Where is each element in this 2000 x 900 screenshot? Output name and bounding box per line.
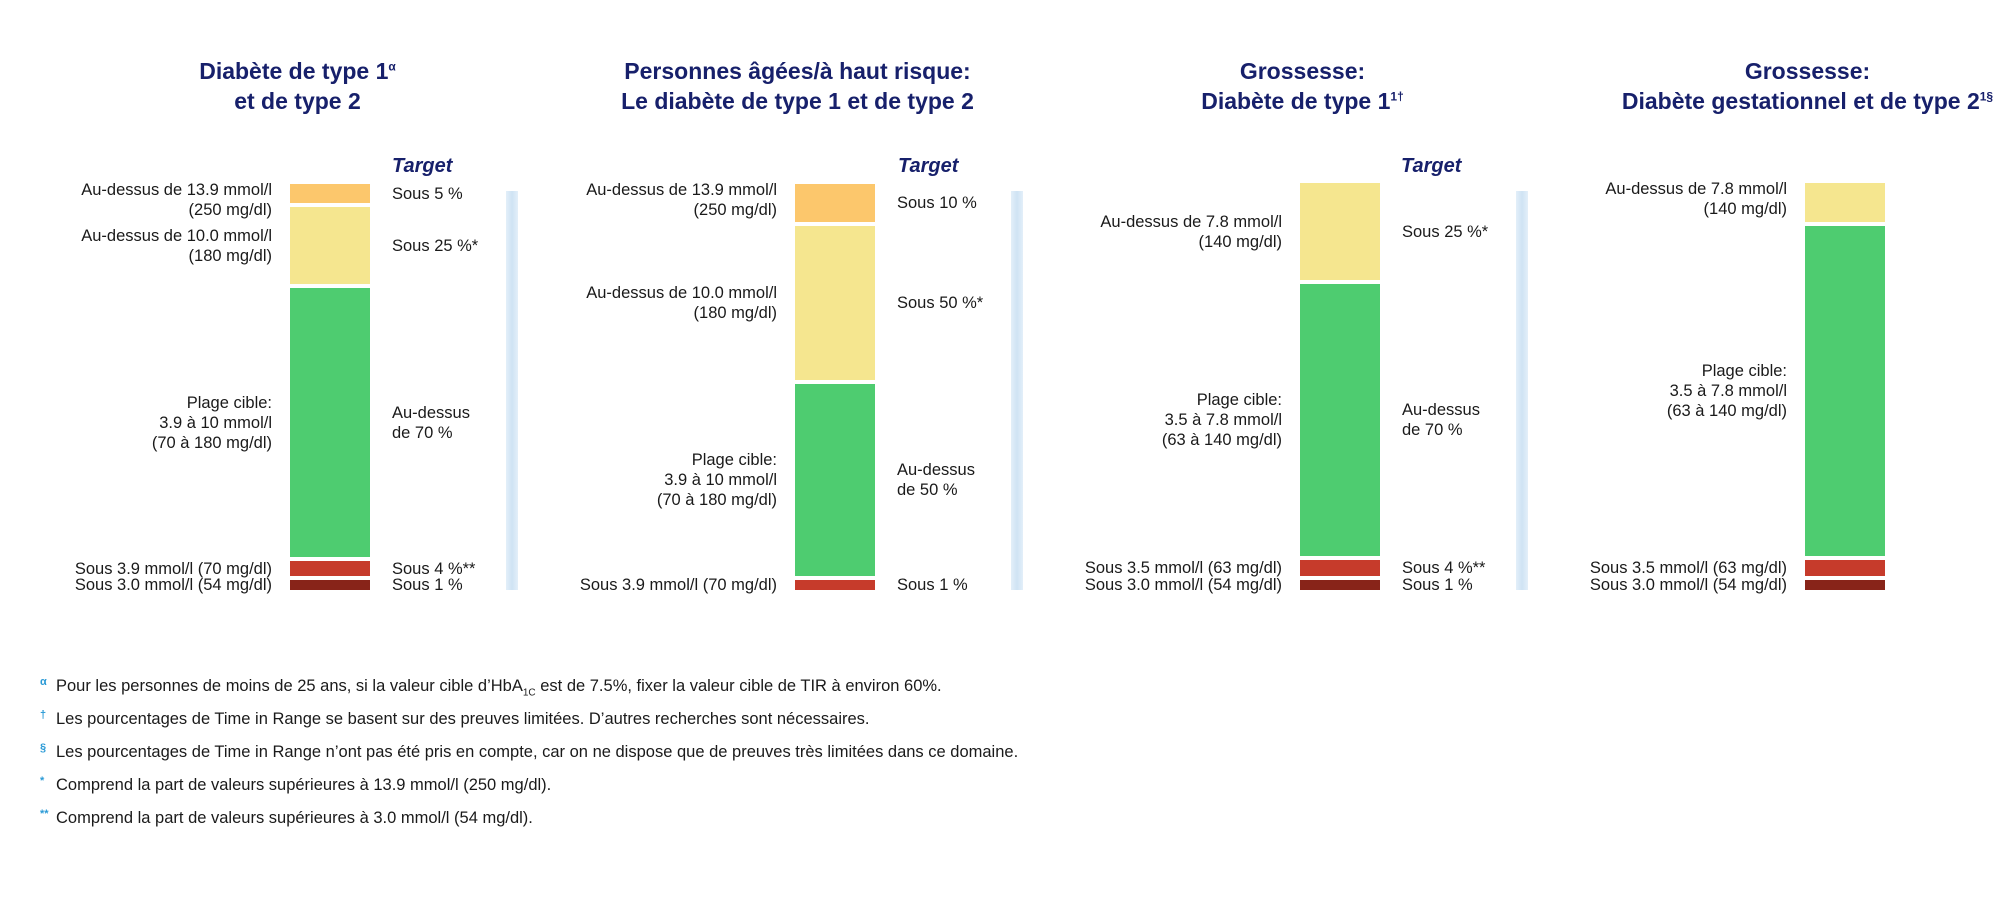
bar-segment-low bbox=[795, 580, 875, 590]
panel-divider bbox=[1516, 191, 1528, 590]
footnote-mark: * bbox=[40, 775, 45, 787]
bar-segment-target bbox=[290, 288, 370, 557]
range-label: Plage cible: 3.5 à 7.8 mmol/l (63 à 140 … bbox=[1666, 362, 1787, 420]
target-value: Au-dessus de 50 % bbox=[897, 461, 975, 499]
panel-elderly-high-risk: Personnes âgées/à haut risque: Le diabèt… bbox=[505, 0, 1010, 620]
footnote-text-post: est de 7.5%, fixer la valeur cible de TI… bbox=[535, 677, 942, 695]
range-label: Au-dessus de 13.9 mmol/l (250 mg/dl) bbox=[586, 181, 777, 219]
bar-segment-low bbox=[1300, 560, 1380, 576]
footnote-mark: ** bbox=[40, 808, 49, 820]
panel-title: Grossesse: Diabète gestationnel et de ty… bbox=[1515, 56, 2000, 116]
panel-pregnancy-gestational-type2: Grossesse: Diabète gestationnel et de ty… bbox=[1515, 0, 2000, 620]
footnote-text: Comprend la part de valeurs supérieures … bbox=[56, 776, 552, 794]
target-value: Sous 50 %* bbox=[897, 294, 984, 312]
bar-segment-very-low bbox=[1300, 580, 1380, 590]
panel-title: Personnes âgées/à haut risque: Le diabèt… bbox=[505, 56, 1090, 116]
footnote-mark: α bbox=[40, 676, 47, 688]
footnote-text: Les pourcentages de Time in Range n’ont … bbox=[56, 743, 1019, 761]
title-line2: Le diabète de type 1 et de type 2 bbox=[621, 88, 974, 114]
range-label: Au-dessus de 7.8 mmol/l (140 mg/dl) bbox=[1605, 180, 1787, 218]
bar-segment-target bbox=[1805, 226, 1885, 556]
target-value: Sous 1 % bbox=[897, 576, 968, 594]
title-line1: Grossesse: bbox=[1239, 58, 1366, 84]
title-line1: Personnes âgées/à haut risque: bbox=[624, 58, 971, 84]
bar-segment-target bbox=[1300, 284, 1380, 556]
bar-segment-very-high bbox=[795, 184, 875, 222]
target-value: Sous 4 %** bbox=[392, 560, 476, 578]
target-value: Sous 25 %* bbox=[392, 237, 479, 255]
footnote-text: Pour les personnes de moins de 25 ans, s… bbox=[56, 675, 942, 704]
footnote-subscript: 1C bbox=[522, 687, 536, 699]
target-value: Au-dessus de 70 % bbox=[392, 404, 470, 442]
range-label: Sous 3.9 mmol/l (70 mg/dl) bbox=[74, 560, 272, 578]
range-label: Sous 3.0 mmol/l (54 mg/dl) bbox=[1589, 576, 1787, 594]
range-label: Sous 3.0 mmol/l (54 mg/dl) bbox=[1084, 576, 1282, 594]
target-value: Sous 1 % bbox=[392, 576, 463, 594]
bar-segment-high bbox=[1805, 183, 1885, 222]
footnote-mark: § bbox=[40, 742, 47, 754]
bar-segment-very-low bbox=[290, 580, 370, 590]
range-label: Au-dessus de 7.8 mmol/l (140 mg/dl) bbox=[1100, 213, 1282, 251]
bar-segment-low bbox=[1805, 560, 1885, 576]
range-label: Sous 3.9 mmol/l (70 mg/dl) bbox=[579, 576, 777, 594]
target-header: Target bbox=[1401, 155, 1462, 177]
bar-segment-high bbox=[795, 226, 875, 380]
range-label: Au-dessus de 13.9 mmol/l (250 mg/dl) bbox=[81, 181, 272, 219]
bar-segment-low bbox=[290, 561, 370, 576]
target-value: Sous 5 % bbox=[392, 185, 463, 203]
bar-segment-very-low bbox=[1805, 580, 1885, 590]
panel-title: Diabète de type 1α et de type 2 bbox=[0, 56, 595, 116]
range-label: Au-dessus de 10.0 mmol/l (180 mg/dl) bbox=[81, 227, 272, 265]
title-sup: 1† bbox=[1390, 89, 1404, 104]
bar-segment-target bbox=[795, 384, 875, 576]
panel-divider bbox=[506, 191, 518, 590]
target-header: Target bbox=[392, 155, 453, 177]
title-line1: Diabète de type 1 bbox=[199, 58, 389, 84]
range-label: Sous 3.0 mmol/l (54 mg/dl) bbox=[74, 576, 272, 594]
panel-title: Grossesse: Diabète de type 11† bbox=[1010, 56, 1595, 116]
target-value: Sous 1 % bbox=[1402, 576, 1473, 594]
range-label: Au-dessus de 10.0 mmol/l (180 mg/dl) bbox=[586, 284, 777, 322]
bar-segment-high bbox=[1300, 183, 1380, 280]
panel-divider bbox=[1011, 191, 1023, 590]
title-line2: Diabète de type 1 bbox=[1201, 88, 1391, 114]
bar-segment-high bbox=[290, 207, 370, 284]
footnote-text-pre: Pour les personnes de moins de 25 ans, s… bbox=[56, 677, 523, 695]
title-sup: α bbox=[388, 59, 396, 74]
panel-pregnancy-type1: Grossesse: Diabète de type 11† Target So… bbox=[1010, 0, 1515, 620]
panel-type1-type2: Diabète de type 1α et de type 2 Target S… bbox=[0, 0, 505, 620]
target-value: Au-dessus de 70 % bbox=[1402, 401, 1480, 439]
range-label: Plage cible: 3.9 à 10 mmol/l (70 à 180 m… bbox=[656, 451, 777, 509]
range-label: Plage cible: 3.5 à 7.8 mmol/l (63 à 140 … bbox=[1161, 391, 1282, 449]
target-value: Sous 25 %* bbox=[1402, 223, 1489, 241]
title-line2: et de type 2 bbox=[234, 88, 361, 114]
footnote-text: Les pourcentages de Time in Range se bas… bbox=[56, 710, 870, 728]
target-value: Sous 10 % bbox=[897, 194, 977, 212]
title-sup: 1§ bbox=[1979, 89, 1994, 104]
target-value: Sous 4 %** bbox=[1402, 559, 1486, 577]
title-line2: Diabète gestationnel et de type 2 bbox=[1621, 88, 1980, 114]
bar-segment-very-high bbox=[290, 184, 370, 203]
range-label: Sous 3.5 mmol/l (63 mg/dl) bbox=[1589, 559, 1787, 577]
title-line1: Grossesse: bbox=[1744, 58, 1871, 84]
range-label: Sous 3.5 mmol/l (63 mg/dl) bbox=[1084, 559, 1282, 577]
footnote-mark: † bbox=[40, 709, 47, 721]
range-label: Plage cible: 3.9 à 10 mmol/l (70 à 180 m… bbox=[151, 394, 272, 452]
footnote-text: Comprend la part de valeurs supérieures … bbox=[56, 809, 533, 827]
target-header: Target bbox=[898, 155, 959, 177]
